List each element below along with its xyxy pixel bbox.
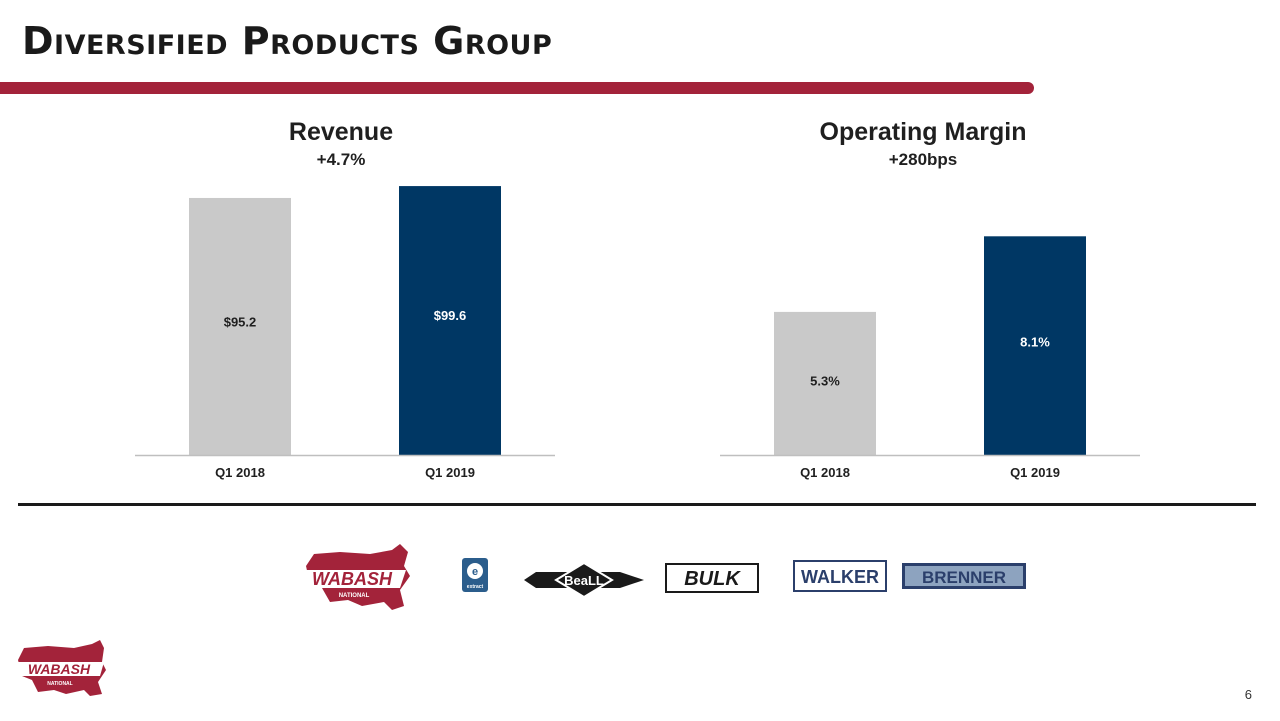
title-underline — [0, 82, 1034, 94]
extract-logo: e extract — [462, 558, 488, 592]
revenue-data-label: $95.2 — [224, 314, 257, 329]
revenue-x-tick-label: Q1 2018 — [215, 465, 265, 480]
section-divider — [18, 503, 1256, 506]
margin-data-label: 5.3% — [810, 374, 840, 389]
svg-text:extract: extract — [467, 584, 484, 590]
margin-bar-q1-2018 — [774, 311, 876, 455]
revenue-bar-chart: $95.2 Q1 2018 $99.6 Q1 2019 — [135, 186, 555, 480]
bulk-logo: BULK — [665, 563, 759, 593]
margin-x-tick-label: Q1 2018 — [800, 465, 850, 480]
wabash-national-logo: WABASH NATIONAL — [300, 544, 410, 610]
margin-bar-q1-2019 — [984, 236, 1086, 455]
brand-logos: WABASH NATIONAL e extract BeaLL BULK WAL… — [300, 544, 1026, 610]
margin-x-tick-label: Q1 2019 — [1010, 465, 1060, 480]
margin-chart-subtitle: +280bps — [888, 150, 958, 169]
revenue-chart-title: Revenue — [288, 118, 394, 146]
svg-text:WABASH: WABASH — [312, 569, 393, 589]
page-title: Diversified Products Group — [22, 19, 553, 63]
operating-margin-bar-chart: 5.3% Q1 2018 8.1% Q1 2019 — [720, 236, 1140, 480]
walker-logo: WALKER — [793, 560, 887, 592]
margin-chart-title: Operating Margin — [819, 118, 1027, 146]
footer-wabash-logo: WABASH NATIONAL — [14, 640, 106, 696]
svg-text:BeaLL: BeaLL — [564, 573, 604, 588]
svg-text:WALKER: WALKER — [801, 567, 879, 587]
brenner-logo: BRENNER — [902, 563, 1026, 589]
svg-text:NATIONAL: NATIONAL — [47, 681, 72, 687]
svg-text:BULK: BULK — [684, 568, 741, 590]
svg-text:WABASH: WABASH — [28, 661, 91, 677]
revenue-bar-q1-2018 — [189, 197, 291, 455]
svg-text:NATIONAL: NATIONAL — [339, 593, 370, 599]
revenue-x-tick-label: Q1 2019 — [425, 465, 475, 480]
page-number: 6 — [1244, 687, 1252, 702]
beall-logo: BeaLL — [524, 561, 644, 599]
revenue-data-label: $99.6 — [434, 308, 467, 323]
svg-text:e: e — [472, 566, 478, 578]
revenue-chart-subtitle: +4.7% — [316, 150, 366, 169]
margin-data-label: 8.1% — [1020, 334, 1050, 349]
revenue-bar-q1-2019 — [399, 186, 501, 455]
svg-text:BRENNER: BRENNER — [922, 568, 1006, 587]
